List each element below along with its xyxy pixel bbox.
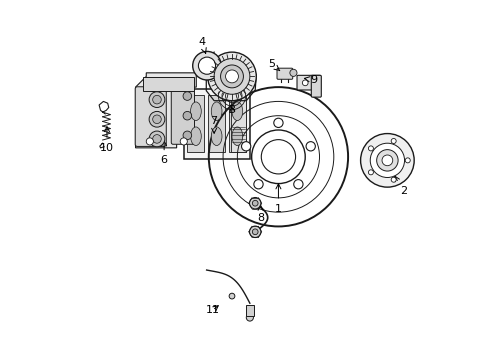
Circle shape [249, 198, 261, 209]
Text: 8: 8 [257, 205, 264, 222]
Circle shape [192, 51, 221, 80]
Circle shape [220, 65, 243, 88]
Circle shape [241, 141, 250, 151]
Circle shape [273, 118, 283, 127]
Text: 11: 11 [205, 305, 219, 315]
Text: 9: 9 [304, 75, 317, 85]
FancyBboxPatch shape [135, 87, 166, 147]
Circle shape [152, 115, 161, 123]
Circle shape [198, 57, 215, 74]
Bar [245, 305, 254, 316]
Circle shape [149, 92, 164, 108]
Text: 1: 1 [274, 184, 282, 213]
Circle shape [149, 131, 164, 147]
Circle shape [207, 52, 256, 101]
Circle shape [405, 158, 409, 163]
Circle shape [293, 180, 303, 189]
Circle shape [249, 226, 261, 238]
Text: 5: 5 [267, 59, 279, 71]
Circle shape [214, 59, 249, 94]
Circle shape [289, 69, 296, 76]
Text: 4: 4 [198, 37, 206, 53]
Ellipse shape [190, 127, 201, 145]
Ellipse shape [231, 102, 242, 121]
Circle shape [183, 131, 191, 140]
Polygon shape [135, 73, 196, 148]
FancyBboxPatch shape [311, 75, 321, 97]
Circle shape [376, 150, 397, 171]
Circle shape [183, 92, 191, 100]
Circle shape [302, 80, 307, 86]
Bar [142, 77, 194, 91]
Text: 2: 2 [394, 176, 406, 196]
Ellipse shape [211, 102, 222, 121]
Circle shape [367, 170, 373, 175]
FancyBboxPatch shape [276, 68, 292, 79]
Circle shape [146, 138, 153, 145]
Circle shape [390, 139, 395, 144]
Circle shape [305, 141, 315, 151]
Bar [207, 95, 225, 152]
Circle shape [229, 293, 234, 299]
Circle shape [367, 146, 373, 151]
Bar [187, 95, 204, 152]
Circle shape [152, 95, 161, 104]
FancyBboxPatch shape [296, 75, 320, 90]
FancyBboxPatch shape [171, 89, 194, 144]
Ellipse shape [190, 102, 201, 121]
Bar [231, 95, 245, 152]
Ellipse shape [211, 127, 222, 145]
Circle shape [381, 155, 392, 166]
Bar [228, 95, 245, 152]
Text: 10: 10 [100, 127, 114, 153]
Circle shape [225, 70, 238, 83]
Circle shape [180, 138, 187, 145]
Ellipse shape [231, 127, 242, 145]
Circle shape [390, 177, 395, 182]
Circle shape [183, 111, 191, 120]
Circle shape [369, 143, 404, 177]
Bar [183, 89, 249, 158]
Circle shape [252, 229, 258, 235]
Circle shape [152, 135, 161, 143]
Circle shape [252, 201, 258, 206]
Circle shape [246, 314, 253, 321]
Text: 3: 3 [228, 105, 235, 115]
Circle shape [149, 111, 164, 127]
Circle shape [253, 180, 263, 189]
Text: 7: 7 [210, 116, 217, 133]
Text: 6: 6 [160, 141, 167, 165]
Circle shape [360, 134, 413, 187]
